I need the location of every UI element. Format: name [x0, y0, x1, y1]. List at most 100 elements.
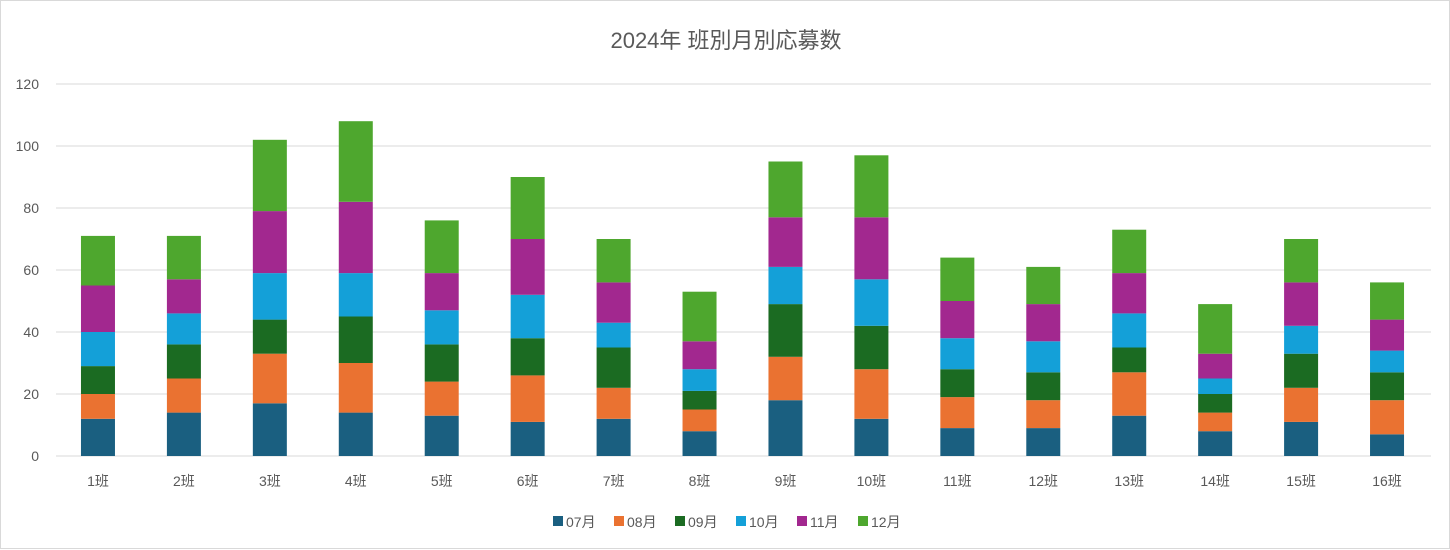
bar-segment-8班-12月[interactable] [682, 291, 717, 342]
bar-segment-6班-07月[interactable] [510, 421, 545, 456]
bar-segment-12班-10月[interactable] [1026, 341, 1061, 373]
bar-segment-6班-09月[interactable] [510, 338, 545, 376]
bar-segment-4班-09月[interactable] [338, 316, 373, 364]
bar-segment-13班-07月[interactable] [1112, 415, 1147, 456]
bar-segment-1班-12月[interactable] [80, 235, 115, 286]
bar-segment-14班-07月[interactable] [1198, 431, 1233, 456]
legend-item-10月[interactable]: 10月 [736, 514, 779, 530]
bar-segment-8班-07月[interactable] [682, 431, 717, 456]
bar-segment-10班-12月[interactable] [854, 155, 889, 218]
legend-item-12月[interactable]: 12月 [858, 514, 901, 530]
bar-segment-13班-12月[interactable] [1112, 229, 1147, 274]
bar-segment-15班-08月[interactable] [1284, 387, 1319, 422]
bar-segment-16班-08月[interactable] [1370, 400, 1405, 435]
bar-segment-14班-09月[interactable] [1198, 394, 1233, 413]
bar-segment-16班-11月[interactable] [1370, 319, 1405, 351]
bar-segment-13班-09月[interactable] [1112, 347, 1147, 373]
bar-segment-14班-11月[interactable] [1198, 353, 1233, 379]
bar-segment-15班-11月[interactable] [1284, 282, 1319, 326]
bar-segment-13班-08月[interactable] [1112, 372, 1147, 416]
bar-segment-2班-09月[interactable] [166, 344, 201, 379]
bar-segment-11班-11月[interactable] [940, 301, 975, 339]
bar-segment-4班-08月[interactable] [338, 363, 373, 413]
bar-segment-12班-12月[interactable] [1026, 266, 1061, 305]
bar-segment-10班-10月[interactable] [854, 279, 889, 326]
bar-segment-12班-09月[interactable] [1026, 372, 1061, 401]
bar-segment-6班-12月[interactable] [510, 177, 545, 239]
bar-segment-16班-10月[interactable] [1370, 350, 1405, 373]
bar-segment-8班-08月[interactable] [682, 409, 717, 432]
bar-segment-11班-10月[interactable] [940, 338, 975, 370]
bar-segment-2班-12月[interactable] [166, 235, 201, 280]
bar-segment-5班-12月[interactable] [424, 220, 459, 274]
bar-segment-9班-10月[interactable] [768, 266, 803, 305]
bar-segment-1班-08月[interactable] [80, 394, 115, 419]
bar-segment-7班-09月[interactable] [596, 347, 631, 388]
bar-segment-9班-07月[interactable] [768, 400, 803, 456]
bar-segment-3班-12月[interactable] [252, 139, 287, 212]
bar-segment-11班-09月[interactable] [940, 369, 975, 398]
bar-segment-1班-07月[interactable] [80, 418, 115, 456]
legend-item-08月[interactable]: 08月 [614, 514, 657, 530]
bar-segment-1班-09月[interactable] [80, 366, 115, 394]
bar-segment-3班-09月[interactable] [252, 319, 287, 354]
bar-segment-8班-11月[interactable] [682, 341, 717, 370]
bar-segment-4班-10月[interactable] [338, 273, 373, 317]
bar-segment-6班-10月[interactable] [510, 294, 545, 339]
bar-segment-7班-11月[interactable] [596, 282, 631, 323]
bar-segment-14班-12月[interactable] [1198, 304, 1233, 354]
bar-segment-7班-07月[interactable] [596, 418, 631, 456]
bar-segment-6班-08月[interactable] [510, 375, 545, 422]
bar-segment-4班-07月[interactable] [338, 412, 373, 456]
bar-segment-3班-07月[interactable] [252, 403, 287, 456]
bar-segment-1班-11月[interactable] [80, 285, 115, 333]
bar-segment-15班-07月[interactable] [1284, 421, 1319, 456]
bar-segment-5班-07月[interactable] [424, 415, 459, 456]
bar-segment-15班-12月[interactable] [1284, 239, 1319, 283]
bar-segment-4班-11月[interactable] [338, 201, 373, 274]
bar-segment-13班-11月[interactable] [1112, 273, 1147, 314]
bar-segment-8班-09月[interactable] [682, 390, 717, 410]
bar-segment-5班-09月[interactable] [424, 344, 459, 382]
bar-segment-3班-10月[interactable] [252, 273, 287, 320]
bar-segment-12班-08月[interactable] [1026, 400, 1061, 429]
bar-segment-7班-08月[interactable] [596, 387, 631, 419]
bar-segment-9班-09月[interactable] [768, 304, 803, 357]
bar-segment-16班-07月[interactable] [1370, 434, 1405, 456]
bar-segment-10班-09月[interactable] [854, 325, 889, 370]
bar-segment-2班-07月[interactable] [166, 412, 201, 456]
bar-segment-14班-08月[interactable] [1198, 412, 1233, 432]
bar-segment-5班-08月[interactable] [424, 381, 459, 416]
bar-segment-15班-09月[interactable] [1284, 353, 1319, 388]
bar-segment-7班-12月[interactable] [596, 239, 631, 283]
bar-segment-8班-10月[interactable] [682, 369, 717, 391]
bar-segment-9班-11月[interactable] [768, 217, 803, 267]
bar-segment-16班-09月[interactable] [1370, 372, 1405, 401]
bar-segment-9班-08月[interactable] [768, 356, 803, 401]
legend-item-09月[interactable]: 09月 [675, 514, 718, 530]
bar-segment-9班-12月[interactable] [768, 161, 803, 218]
legend-item-07月[interactable]: 07月 [553, 514, 596, 530]
bar-segment-10班-08月[interactable] [854, 369, 889, 419]
bar-segment-4班-12月[interactable] [338, 121, 373, 202]
bar-segment-11班-07月[interactable] [940, 428, 975, 456]
bar-segment-10班-07月[interactable] [854, 418, 889, 456]
bar-segment-12班-11月[interactable] [1026, 304, 1061, 342]
bar-segment-13班-10月[interactable] [1112, 313, 1147, 348]
legend-item-11月[interactable]: 11月 [797, 514, 839, 530]
bar-segment-2班-08月[interactable] [166, 378, 201, 413]
bar-segment-12班-07月[interactable] [1026, 428, 1061, 456]
bar-segment-16班-12月[interactable] [1370, 282, 1405, 320]
bar-segment-2班-10月[interactable] [166, 313, 201, 345]
bar-segment-7班-10月[interactable] [596, 322, 631, 348]
bar-segment-1班-10月[interactable] [80, 332, 115, 367]
bar-segment-2班-11月[interactable] [166, 279, 201, 314]
bar-segment-11班-12月[interactable] [940, 257, 975, 301]
bar-segment-11班-08月[interactable] [940, 397, 975, 429]
bar-segment-14班-10月[interactable] [1198, 378, 1233, 395]
bar-segment-10班-11月[interactable] [854, 217, 889, 280]
bar-segment-3班-08月[interactable] [252, 353, 287, 404]
bar-segment-6班-11月[interactable] [510, 239, 545, 295]
bar-segment-5班-10月[interactable] [424, 310, 459, 345]
bar-segment-5班-11月[interactable] [424, 273, 459, 311]
